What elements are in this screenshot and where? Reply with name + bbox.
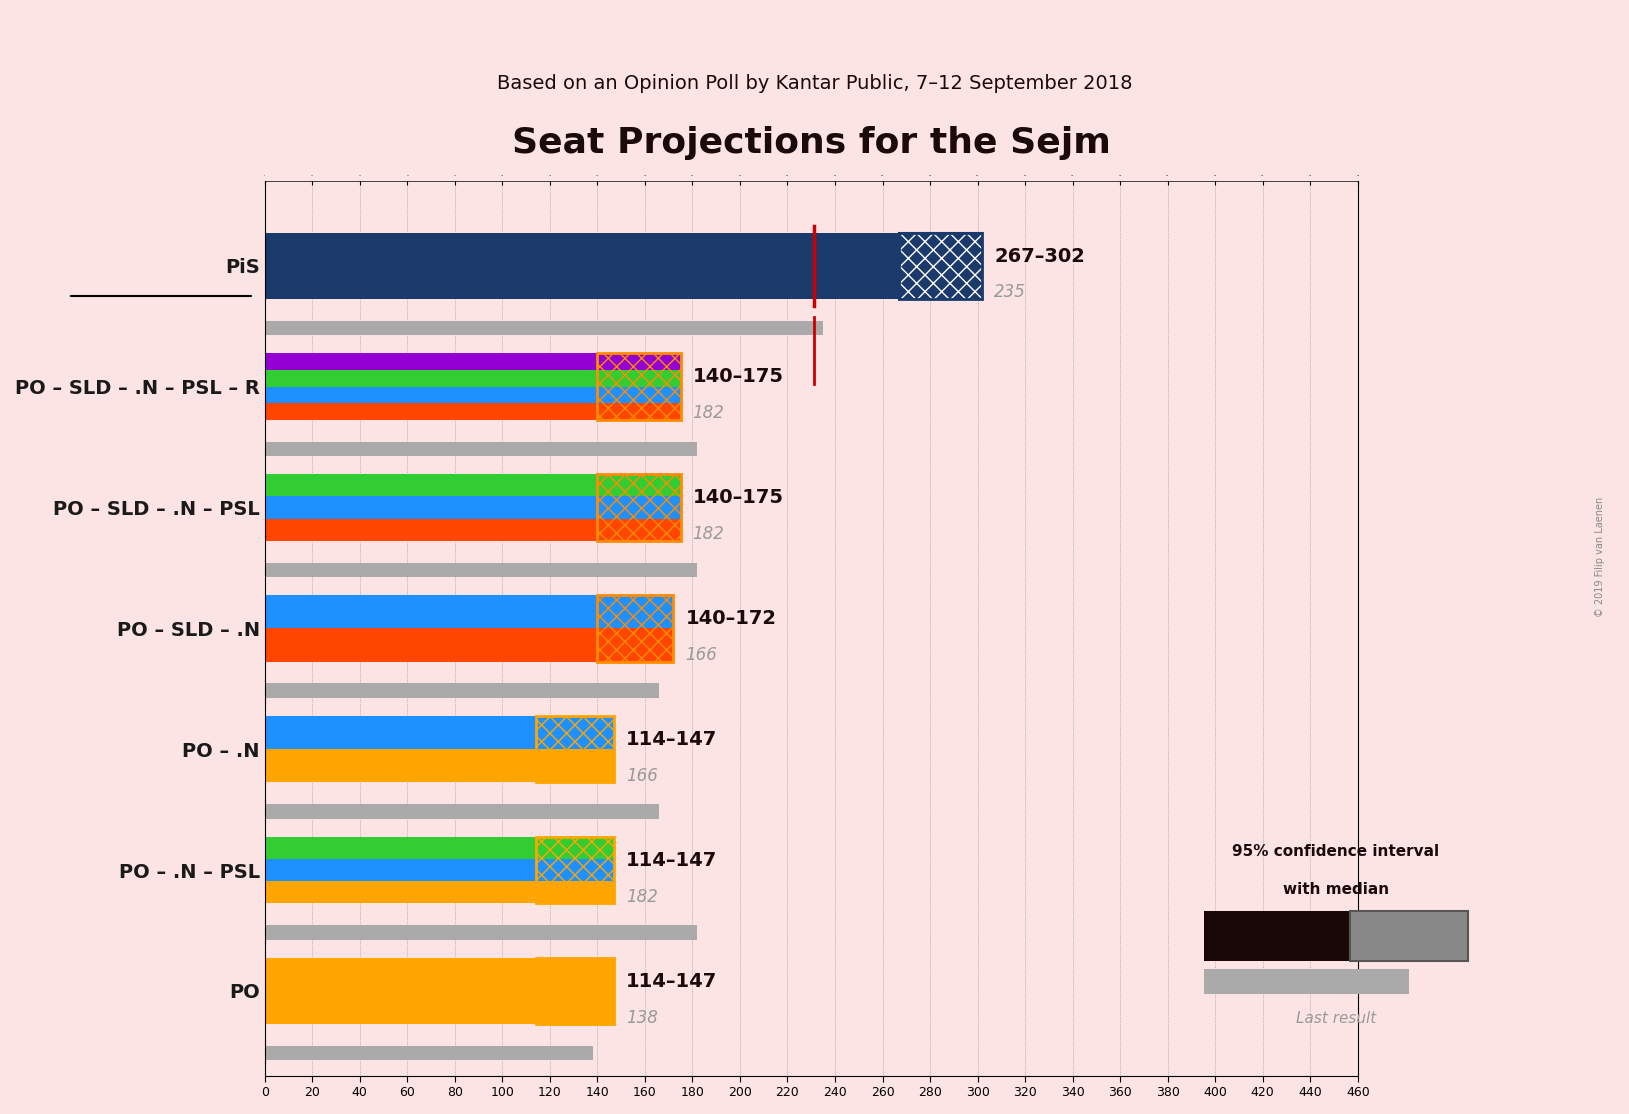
Bar [598,353,681,420]
Text: 182: 182 [692,525,725,544]
Bar [266,441,697,456]
Bar [598,628,673,662]
Text: 267–302: 267–302 [994,246,1085,265]
Bar [266,353,598,370]
Bar [266,958,536,1024]
Text: 138: 138 [626,1008,658,1027]
Bar [266,881,536,903]
Bar [598,370,681,387]
Bar [266,683,660,697]
Bar [598,595,673,628]
Bar [598,475,681,540]
Bar [266,387,598,403]
Text: 235: 235 [994,283,1026,302]
Bar [536,837,614,903]
Text: 140–172: 140–172 [686,609,777,628]
Bar [266,804,660,819]
Bar [598,475,681,540]
Text: 140–175: 140–175 [692,488,784,507]
Bar [536,958,614,1024]
Text: 114–147: 114–147 [626,851,717,870]
Bar [598,353,681,420]
Bar [598,595,673,662]
Text: Based on an Opinion Poll by Kantar Public, 7–12 September 2018: Based on an Opinion Poll by Kantar Publi… [497,75,1132,94]
Bar [598,475,681,497]
Bar [266,321,823,335]
Bar [1204,911,1350,960]
Text: 182: 182 [692,404,725,422]
Bar [266,475,598,497]
Bar [266,233,899,299]
Bar [536,750,614,782]
Bar [536,837,614,859]
Bar [266,595,598,628]
Bar [536,716,614,782]
Text: 114–147: 114–147 [626,971,717,990]
Bar [899,233,982,299]
Text: Last result: Last result [1295,1012,1377,1026]
Bar [899,233,982,299]
Bar [536,716,614,750]
Bar [266,563,697,577]
Text: 114–147: 114–147 [626,730,717,749]
Bar [598,519,681,540]
Bar [266,837,536,859]
Bar [1350,911,1468,960]
Bar [266,750,536,782]
Bar [536,958,614,1024]
Bar [598,497,681,519]
Bar [1350,911,1468,960]
Bar [266,859,536,881]
Bar [598,403,681,420]
Bar [266,497,598,519]
Bar [598,387,681,403]
Bar [536,881,614,903]
Bar [266,925,697,939]
Text: 182: 182 [626,888,658,906]
Bar [536,958,614,1024]
Text: 95% confidence interval: 95% confidence interval [1232,844,1440,859]
Bar [266,1046,593,1061]
Bar [899,233,982,299]
Bar [266,628,598,662]
Bar [598,595,673,662]
Text: with median: with median [1282,882,1390,897]
Bar [266,716,536,750]
Bar [536,837,614,903]
Text: © 2019 Filip van Laenen: © 2019 Filip van Laenen [1595,497,1605,617]
Text: 166: 166 [626,766,658,785]
Bar [536,716,614,782]
Bar [266,403,598,420]
Bar [266,519,598,540]
Bar [536,859,614,881]
Bar [1204,969,1409,994]
Bar [598,353,681,370]
Bar [266,370,598,387]
Text: 166: 166 [686,646,717,664]
Text: 140–175: 140–175 [692,368,784,387]
Title: Seat Projections for the Sejm: Seat Projections for the Sejm [512,126,1111,160]
